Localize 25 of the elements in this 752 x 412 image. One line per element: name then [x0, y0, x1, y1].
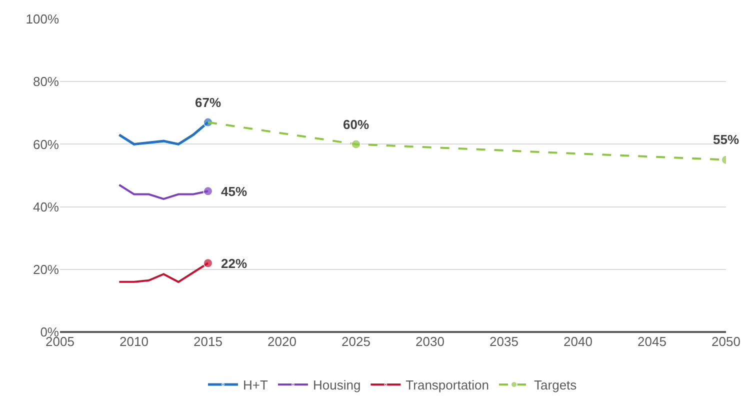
data-label: 45% [221, 184, 248, 199]
x-tick-label: 2040 [564, 334, 592, 349]
legend-label: Targets [534, 378, 578, 393]
y-tick-label: 20% [32, 262, 60, 277]
data-label: 60% [343, 117, 370, 132]
point [203, 186, 213, 196]
x-tick-label: 2020 [268, 334, 296, 349]
x-tick-label: 2050 [712, 334, 740, 349]
x-tick-label: 2035 [490, 334, 518, 349]
x-tick-label: 2010 [120, 334, 148, 349]
x-tick-label: 2045 [638, 334, 666, 349]
x-tick-label: 2030 [416, 334, 444, 349]
x-tick-label: 2015 [194, 334, 222, 349]
legend-label: Transportation [406, 378, 490, 393]
y-tick-label: 60% [32, 136, 60, 152]
legend-label: H+T [243, 378, 268, 393]
point [203, 258, 213, 268]
y-tick-label: 100% [26, 12, 60, 27]
data-label: 22% [221, 256, 248, 271]
x-tick-label: 2025 [342, 334, 370, 349]
y-tick-label: 80% [32, 74, 60, 90]
data-label: 55% [713, 132, 740, 147]
legend-label: Housing [312, 378, 361, 393]
y-tick-label: 40% [32, 199, 60, 214]
data-label: 67% [195, 95, 222, 110]
